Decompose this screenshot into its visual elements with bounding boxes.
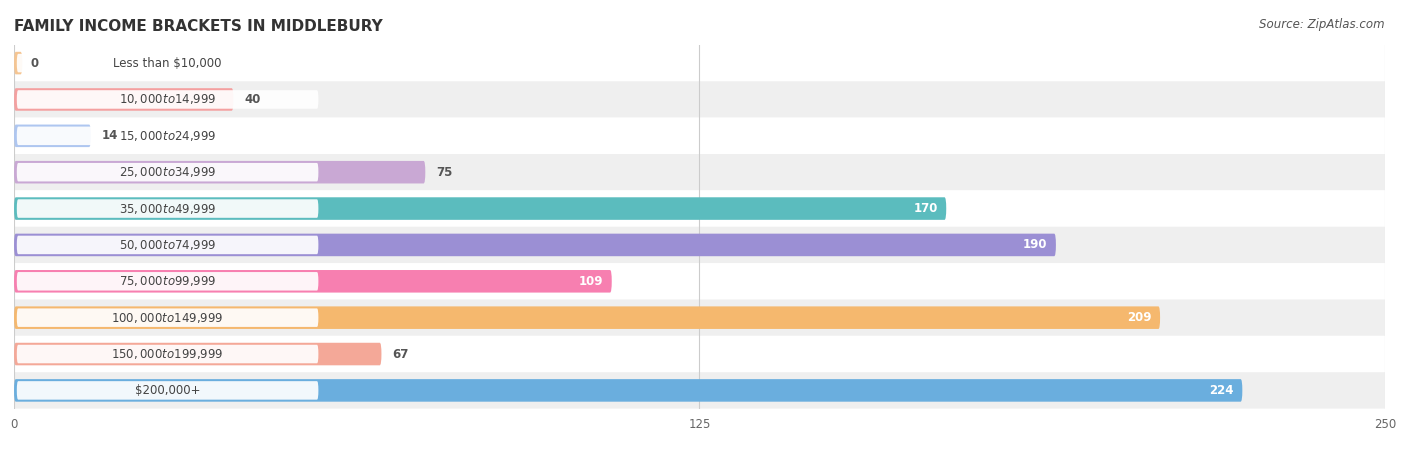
Text: 67: 67	[392, 348, 409, 361]
FancyBboxPatch shape	[14, 270, 612, 293]
FancyBboxPatch shape	[14, 52, 22, 75]
Text: 170: 170	[914, 202, 938, 215]
Text: $100,000 to $149,999: $100,000 to $149,999	[111, 311, 224, 325]
FancyBboxPatch shape	[14, 263, 1385, 299]
FancyBboxPatch shape	[14, 227, 1385, 263]
Text: $35,000 to $49,999: $35,000 to $49,999	[120, 202, 217, 216]
FancyBboxPatch shape	[17, 345, 318, 363]
FancyBboxPatch shape	[14, 124, 91, 147]
FancyBboxPatch shape	[17, 163, 318, 181]
FancyBboxPatch shape	[14, 306, 1160, 329]
Text: 109: 109	[579, 275, 603, 288]
FancyBboxPatch shape	[17, 127, 318, 145]
Text: 190: 190	[1024, 238, 1047, 251]
Text: $15,000 to $24,999: $15,000 to $24,999	[120, 129, 217, 143]
FancyBboxPatch shape	[17, 308, 318, 327]
Text: Source: ZipAtlas.com: Source: ZipAtlas.com	[1260, 18, 1385, 31]
FancyBboxPatch shape	[14, 336, 1385, 372]
Text: $200,000+: $200,000+	[135, 384, 200, 397]
FancyBboxPatch shape	[14, 343, 381, 365]
FancyBboxPatch shape	[14, 154, 1385, 190]
Text: 75: 75	[436, 166, 453, 179]
FancyBboxPatch shape	[14, 161, 426, 184]
FancyBboxPatch shape	[14, 299, 1385, 336]
Text: $10,000 to $14,999: $10,000 to $14,999	[120, 92, 217, 106]
Text: $150,000 to $199,999: $150,000 to $199,999	[111, 347, 224, 361]
FancyBboxPatch shape	[14, 190, 1385, 227]
Text: 224: 224	[1209, 384, 1234, 397]
Text: $50,000 to $74,999: $50,000 to $74,999	[120, 238, 217, 252]
FancyBboxPatch shape	[17, 54, 318, 72]
FancyBboxPatch shape	[17, 381, 318, 400]
FancyBboxPatch shape	[14, 233, 1056, 256]
Text: 14: 14	[101, 129, 118, 142]
FancyBboxPatch shape	[17, 272, 318, 291]
Text: Less than $10,000: Less than $10,000	[114, 57, 222, 70]
FancyBboxPatch shape	[14, 88, 233, 111]
FancyBboxPatch shape	[14, 372, 1385, 409]
Text: $25,000 to $34,999: $25,000 to $34,999	[120, 165, 217, 179]
FancyBboxPatch shape	[14, 379, 1243, 402]
Text: FAMILY INCOME BRACKETS IN MIDDLEBURY: FAMILY INCOME BRACKETS IN MIDDLEBURY	[14, 19, 382, 34]
FancyBboxPatch shape	[14, 197, 946, 220]
Text: 209: 209	[1128, 311, 1152, 324]
Text: 0: 0	[31, 57, 38, 70]
FancyBboxPatch shape	[14, 81, 1385, 118]
FancyBboxPatch shape	[17, 236, 318, 254]
FancyBboxPatch shape	[14, 118, 1385, 154]
Text: 40: 40	[245, 93, 260, 106]
FancyBboxPatch shape	[14, 45, 1385, 81]
FancyBboxPatch shape	[17, 90, 318, 109]
FancyBboxPatch shape	[17, 199, 318, 218]
Text: $75,000 to $99,999: $75,000 to $99,999	[120, 274, 217, 288]
